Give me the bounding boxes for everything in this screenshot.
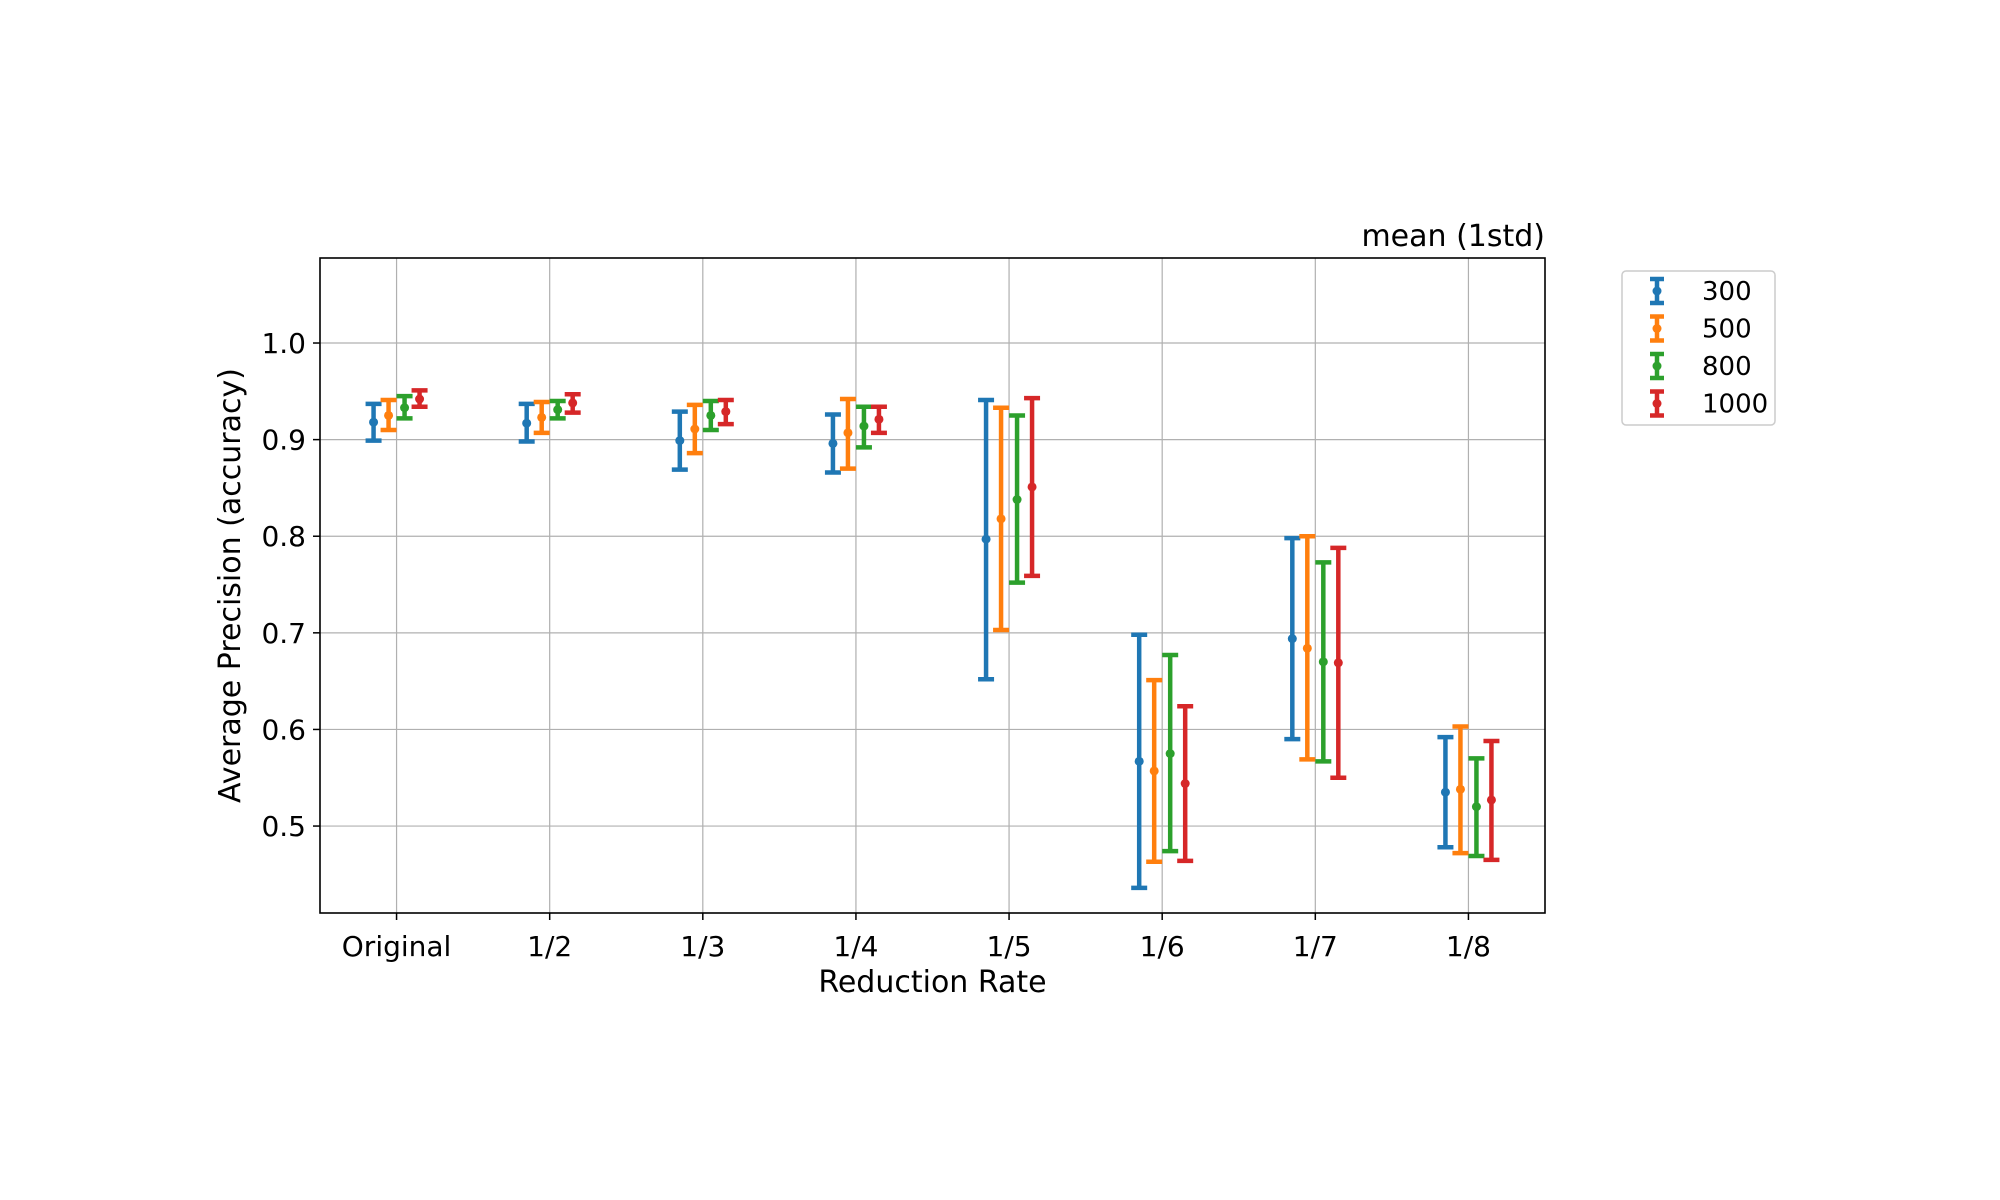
- mean-point: [1027, 482, 1037, 492]
- y-tick-label: 0.7: [261, 617, 306, 650]
- series-1000: [411, 388, 1500, 864]
- mean-point: [874, 414, 884, 424]
- legend-item-300: 300: [1650, 276, 1752, 307]
- legend-label: 800: [1702, 352, 1752, 382]
- legend: 300 500 800 1000: [1621, 270, 1776, 426]
- mean-point: [537, 412, 547, 422]
- mean-point: [1471, 802, 1481, 812]
- y-tick-label: 1.0: [261, 327, 306, 360]
- error-bars: [365, 388, 1500, 891]
- mean-point: [522, 418, 532, 428]
- mean-point: [1149, 766, 1159, 776]
- x-tick-label: Original: [342, 930, 452, 963]
- series-300: [365, 397, 1454, 891]
- x-tick-label: 1/6: [1140, 930, 1185, 963]
- x-tick-label: 1/4: [833, 930, 878, 963]
- legend-marker-point: [1652, 361, 1662, 371]
- mean-point: [675, 436, 685, 446]
- mean-point: [384, 410, 394, 420]
- y-tick-labels: 0.5 0.6 0.7 0.8 0.9 1.0: [261, 327, 320, 843]
- mean-point: [1302, 643, 1312, 653]
- legend-item-1000: 1000: [1650, 389, 1768, 420]
- mean-point: [1180, 779, 1190, 789]
- mean-point: [1440, 787, 1450, 797]
- x-tick-label: 1/5: [987, 930, 1032, 963]
- x-tick-label: 1/8: [1446, 930, 1491, 963]
- legend-label: 300: [1702, 277, 1752, 307]
- x-tick-label: 1/7: [1293, 930, 1338, 963]
- legend-marker-point: [1652, 286, 1662, 296]
- x-tick-label: 1/2: [527, 930, 572, 963]
- legend-box: [1621, 270, 1776, 426]
- mean-point: [1318, 657, 1328, 667]
- mean-point: [1134, 756, 1144, 766]
- legend-item-500: 500: [1650, 314, 1752, 345]
- mean-point: [369, 417, 379, 427]
- legend-marker-point: [1652, 324, 1662, 333]
- mean-point: [981, 534, 991, 544]
- y-tick-label: 0.5: [261, 810, 306, 843]
- chart-title: mean (1std): [1361, 219, 1545, 254]
- x-tick-label: 1/3: [680, 930, 725, 963]
- mean-point: [415, 394, 425, 404]
- mean-point: [859, 421, 869, 431]
- mean-point: [568, 398, 578, 408]
- legend-label: 1000: [1702, 390, 1768, 420]
- mean-point: [1333, 658, 1343, 668]
- y-axis-title: Average Precision (accuracy): [213, 368, 248, 803]
- mean-point: [843, 428, 853, 438]
- mean-point: [553, 405, 563, 415]
- y-tick-label: 0.8: [261, 520, 306, 553]
- x-tick-labels: Original 1/2 1/3 1/4 1/5 1/6 1/7 1/8: [342, 913, 1491, 963]
- mean-point: [1165, 749, 1175, 759]
- mean-point: [706, 410, 716, 420]
- x-axis-title: Reduction Rate: [818, 965, 1046, 1000]
- series-800: [396, 393, 1485, 859]
- mean-point: [400, 403, 410, 413]
- legend-label: 500: [1702, 315, 1752, 345]
- mean-point: [1486, 795, 1496, 805]
- mean-point: [1012, 495, 1022, 505]
- legend-item-800: 800: [1650, 351, 1752, 382]
- mean-point: [996, 514, 1006, 524]
- mean-point: [721, 407, 731, 417]
- mean-point: [1287, 634, 1297, 644]
- series-500: [380, 396, 1469, 865]
- mean-point: [1455, 784, 1465, 794]
- mean-point: [690, 424, 700, 434]
- legend-marker-point: [1652, 399, 1662, 408]
- y-tick-label: 0.6: [261, 713, 306, 746]
- y-tick-label: 0.9: [261, 424, 306, 457]
- mean-point: [828, 438, 838, 448]
- grid-lines: [320, 258, 1545, 913]
- plot-frame: [319, 257, 1546, 914]
